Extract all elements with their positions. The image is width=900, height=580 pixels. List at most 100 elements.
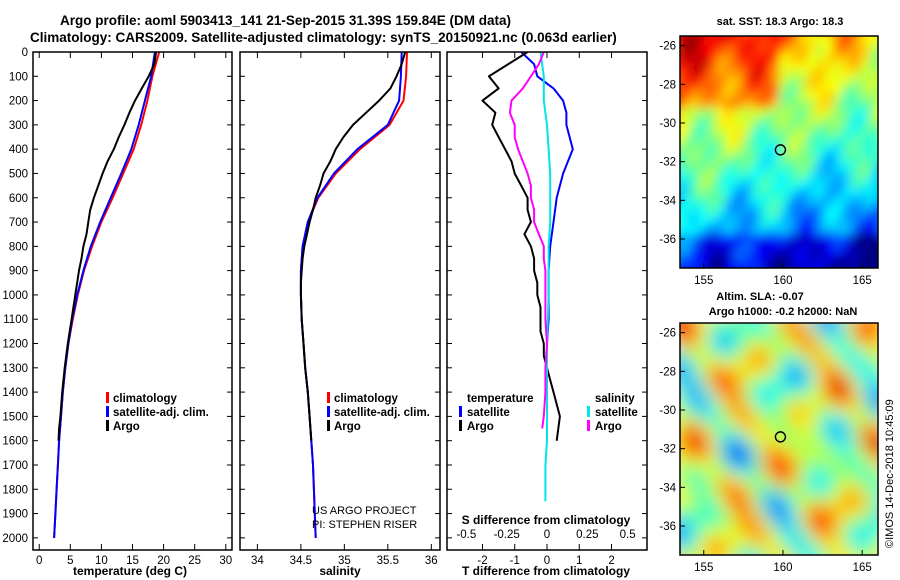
map-cell [761,207,771,217]
salinity-panel: 34 34.5 35 35.5 36 salinity climatology sate… [239,51,441,578]
map-cell [689,99,699,109]
map-cell [797,521,807,531]
map-cell [878,207,888,217]
map-cell [680,431,690,441]
map-cell [689,171,699,181]
map-cell [824,225,834,235]
map-cell [779,332,789,342]
map-cell [860,162,870,172]
map-cell [797,512,807,522]
map-cell [716,216,726,226]
map-cell [797,476,807,486]
map-cell [725,332,735,342]
series-line-climatology [53,52,161,538]
map-cell [671,557,681,567]
map-cell [734,557,744,567]
map-cell [869,216,878,226]
map-cell [689,359,699,369]
map-cell [851,99,861,109]
map-cell [725,512,735,522]
map-cell [698,225,708,235]
map-cell [878,72,888,82]
map-cell [689,225,699,235]
map-cell [815,350,825,360]
map-cell [698,72,708,82]
map-cell [824,413,834,423]
difference-x-ticks: -2 -1 0 1 2 [477,52,615,567]
map-cell [689,198,699,208]
header-title-line2: Climatology: CARS2009. Satellite-adjuste… [30,30,617,45]
map-cell [779,63,789,73]
map-cell [752,530,762,540]
map-cell [689,90,699,100]
map-cell [869,359,878,369]
map-cell [779,36,789,46]
map-cell [869,422,878,432]
map-cell [842,503,852,513]
map-cell [743,135,753,145]
legend-label-t-satellite: satellite [467,407,510,419]
map-cell [797,36,807,46]
map-cell [788,36,798,46]
map-cell [779,108,789,118]
map-cell [698,171,708,181]
map-cell [743,377,753,387]
credit-project: US ARGO PROJECT [312,505,417,517]
map-cell [770,45,780,55]
x-tick-label: 35 [338,555,351,567]
map-cell [761,90,771,100]
map-cell [770,216,780,226]
map-cell [680,189,690,199]
map-cell [878,117,888,127]
map-cell [869,431,878,441]
map-cell [779,135,789,145]
map-cell [788,54,798,64]
map-cell [824,171,834,181]
map-cell [860,476,870,486]
map-cell [788,368,798,378]
map-cell [734,153,744,163]
map-cell [878,350,888,360]
map-cell [824,494,834,504]
map-cell [680,341,690,351]
map-cell [833,485,843,495]
map-cell [680,395,690,405]
map-cell [788,386,798,396]
map-cell [806,144,816,154]
map-cell [824,503,834,513]
map-cell [752,54,762,64]
map-cell [860,431,870,441]
map-cell [851,81,861,91]
map-cell [806,252,816,262]
map-cell [770,54,780,64]
map-cell [806,189,816,199]
map-cell [878,252,888,262]
map-cell [869,530,878,540]
map-cell [806,162,816,172]
map-cell [851,413,861,423]
map-cell [761,144,771,154]
depth-tick-label: 0 [22,47,28,59]
map-cell [824,117,834,127]
map-cell [779,422,789,432]
map-cell [680,135,690,145]
map-cell [680,557,690,567]
map-cell [698,99,708,109]
x-tick-label: 36 [425,555,438,567]
map-cell [689,449,699,459]
map-cell [680,198,690,208]
legend-label-satellite: satellite-adj. clim. [334,407,430,419]
map-cell [869,90,878,100]
map-cell [761,243,771,253]
map-cell [761,225,771,235]
sst-map: sat. SST: 18.3 Argo: 18.3 155 160 165 -26 -2… [659,16,888,287]
map-cell [815,395,825,405]
map-cell [842,368,852,378]
map-cell [725,359,735,369]
map-cell [752,341,762,351]
map-cell [743,539,753,549]
sla-map-subtitle: Argo h1000: -0.2 h2000: NaN [709,306,858,318]
map-cell [770,99,780,109]
map-cell [824,36,834,46]
map-cell [779,494,789,504]
